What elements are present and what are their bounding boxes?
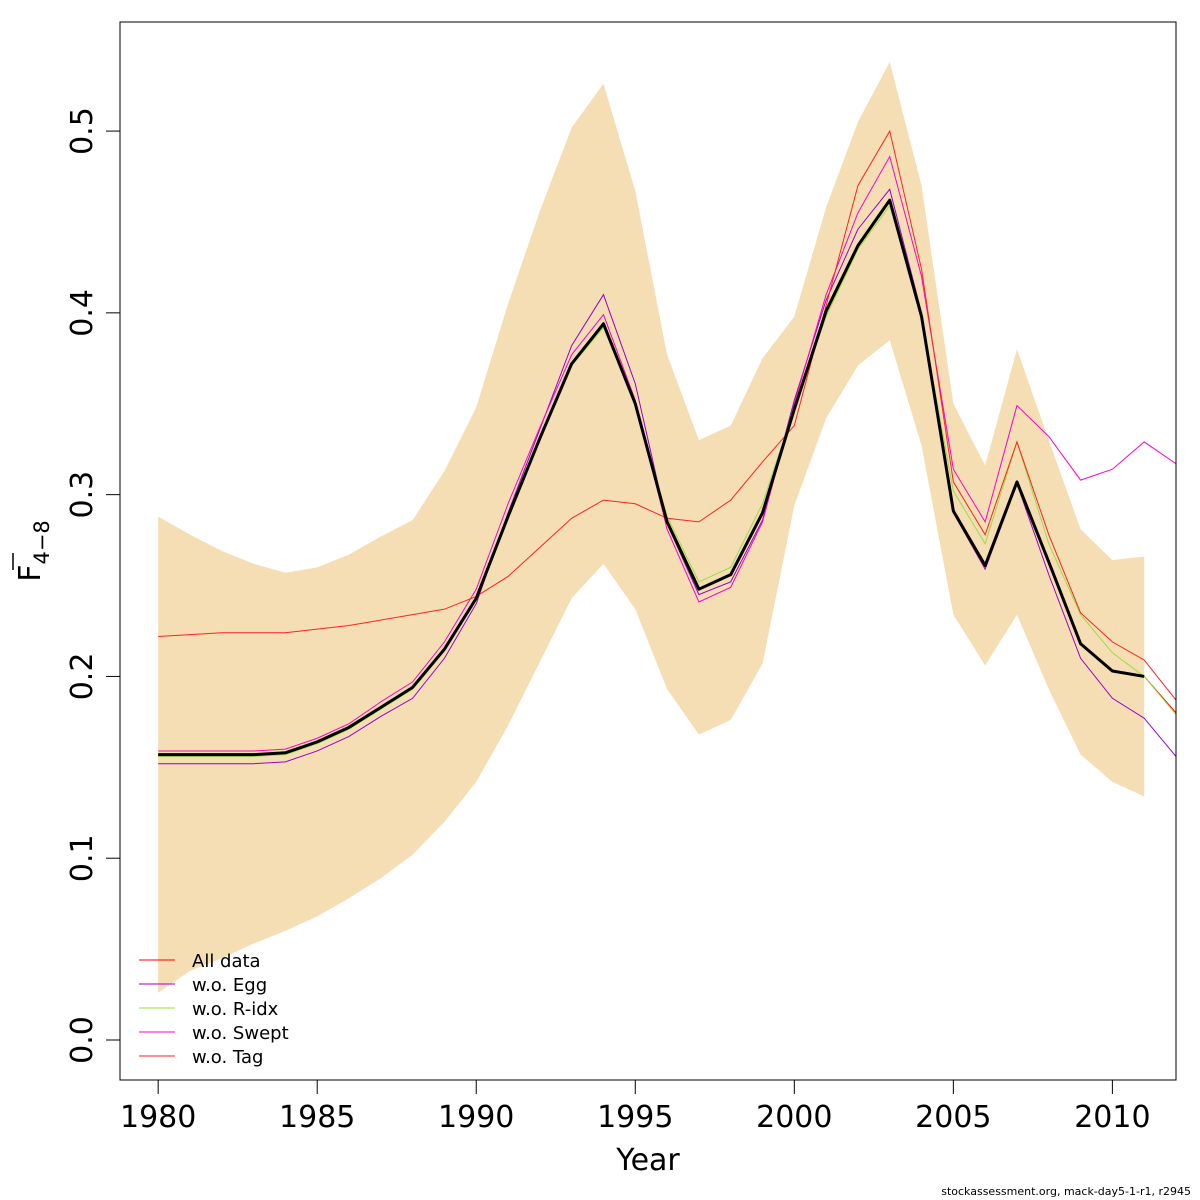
legend-label-all-data: All data: [192, 951, 261, 972]
y-tick-label: 0.0: [65, 1016, 100, 1064]
y-tick-label: 0.3: [65, 471, 100, 519]
x-tick-label: 1980: [120, 1100, 196, 1135]
main-estimate-layer: [158, 198, 1145, 757]
x-tick-label: 2000: [756, 1100, 832, 1135]
y-axis-title-main: F: [13, 565, 48, 582]
y-tick-label: 0.5: [65, 107, 100, 155]
legend: All data w.o. Egg w.o. R-idx w.o. Swept w.o.…: [139, 951, 289, 1068]
y-tick-label: 0.2: [65, 653, 100, 701]
x-tick-label: 2005: [915, 1100, 991, 1135]
x-tick-label: 1990: [438, 1100, 514, 1135]
confidence-band-layer: [158, 61, 1145, 993]
y-axis: 0.0 0.1 0.2 0.3 0.4 0.5: [65, 107, 121, 1064]
main-estimate-line: [158, 198, 1145, 757]
credit-text: stockassessment.org, mack-day5-1-r1, r29…: [941, 1185, 1191, 1198]
x-axis-title: Year: [615, 1143, 680, 1178]
x-tick-label: 2010: [1074, 1100, 1150, 1135]
svg-text:F4−8: F4−8: [13, 520, 54, 582]
confidence-band: [158, 61, 1145, 993]
legend-label-w-o-swept: w.o. Swept: [192, 1023, 289, 1044]
series-line-w-o-swept: [158, 155, 1177, 752]
x-tick-label: 1995: [597, 1100, 673, 1135]
y-axis-title-subscript: 4−8: [30, 520, 54, 564]
x-tick-label: 1985: [279, 1100, 355, 1135]
legend-label-w-o-egg: w.o. Egg: [192, 975, 267, 996]
x-axis: 1980 1985 1990 1995 2000 2005 2010: [120, 1079, 1151, 1135]
y-tick-label: 0.1: [65, 834, 100, 882]
legend-label-w-o-tag: w.o. Tag: [192, 1047, 263, 1068]
legend-label-w-o-r-idx: w.o. R-idx: [192, 999, 279, 1020]
y-axis-title: F4−8: [12, 520, 54, 582]
y-tick-label: 0.4: [65, 289, 100, 337]
